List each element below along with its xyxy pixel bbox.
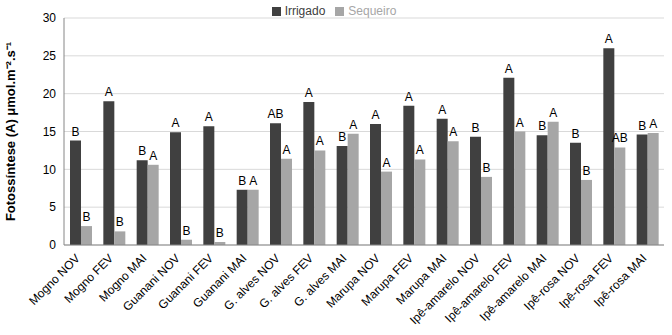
svg-text:B: B — [482, 161, 490, 175]
svg-text:30: 30 — [43, 11, 57, 25]
svg-text:G. alves MAI: G. alves MAI — [291, 251, 350, 310]
svg-text:Marupa MAI: Marupa MAI — [393, 251, 450, 308]
svg-text:B: B — [71, 125, 79, 139]
svg-text:Guanani FEV: Guanani FEV — [155, 251, 217, 313]
svg-text:B: B — [471, 121, 479, 135]
svg-text:A: A — [605, 32, 613, 46]
svg-text:A: A — [438, 103, 446, 117]
svg-text:Mogno FEV: Mogno FEV — [61, 251, 117, 306]
svg-text:Mogno NOV: Mogno NOV — [26, 251, 83, 308]
svg-text:15: 15 — [43, 125, 57, 139]
svg-text:B: B — [116, 215, 124, 229]
svg-text:Marupa NOV: Marupa NOV — [323, 251, 383, 311]
svg-text:B: B — [338, 130, 346, 144]
svg-text:A: A — [549, 106, 557, 120]
svg-text:A: A — [649, 117, 657, 131]
svg-text:B: B — [538, 119, 546, 133]
svg-text:Ipê-amarelo NOV: Ipê-amarelo NOV — [406, 251, 483, 328]
svg-text:Fotossíntese (A) μmol.m⁻².s⁻¹: Fotossíntese (A) μmol.m⁻².s⁻¹ — [8, 42, 18, 221]
svg-text:A: A — [171, 116, 179, 130]
svg-text:5: 5 — [49, 200, 56, 214]
svg-text:B: B — [582, 164, 590, 178]
svg-text:G. alves FEV: G. alves FEV — [256, 251, 317, 312]
html-text:Irrigado: Irrigado — [284, 4, 326, 18]
svg-text:25: 25 — [43, 49, 57, 63]
svg-text:AB: AB — [612, 131, 628, 145]
svg-text:Ipê-amarelo FEV: Ipê-amarelo FEV — [442, 251, 517, 326]
svg-text:A: A — [449, 125, 457, 139]
svg-text:A: A — [382, 156, 390, 170]
svg-text:Guanani NOV: Guanani NOV — [120, 251, 183, 314]
svg-text:Guanani MAI: Guanani MAI — [190, 251, 250, 311]
svg-text:A: A — [505, 62, 513, 76]
svg-text:B: B — [238, 174, 246, 188]
svg-text:A: A — [305, 86, 313, 100]
svg-text:A: A — [349, 118, 357, 132]
svg-text:A: A — [405, 90, 413, 104]
svg-text:Ipê-amarelo MAI: Ipê-amarelo MAI — [476, 251, 550, 324]
svg-text:G. alves NOV: G. alves NOV — [221, 251, 283, 313]
svg-text:B: B — [138, 144, 146, 158]
svg-text:A: A — [205, 110, 213, 124]
svg-text:Ipê-rosa NOV: Ipê-rosa NOV — [521, 251, 583, 313]
svg-text:B: B — [182, 224, 190, 238]
svg-text:A: A — [516, 116, 524, 130]
svg-text:AB: AB — [267, 107, 283, 121]
html-text:Sequeiro: Sequeiro — [348, 4, 397, 18]
svg-text:B: B — [571, 127, 579, 141]
svg-text:B: B — [638, 119, 646, 133]
svg-text:B: B — [216, 226, 224, 240]
svg-text:A: A — [316, 134, 324, 148]
svg-text:A: A — [105, 85, 113, 99]
svg-text:A: A — [282, 143, 290, 157]
svg-text:A: A — [371, 108, 379, 122]
svg-text:A: A — [149, 149, 157, 163]
svg-text:20: 20 — [43, 87, 57, 101]
svg-text:Mogno MAI: Mogno MAI — [96, 251, 150, 305]
svg-text:0: 0 — [49, 238, 56, 252]
svg-text:A: A — [249, 174, 257, 188]
svg-text:Ipê-rosa FEV: Ipê-rosa FEV — [556, 251, 617, 312]
svg-text:A: A — [416, 143, 424, 157]
svg-text:10: 10 — [43, 163, 57, 177]
svg-text:Marupa FEV: Marupa FEV — [358, 251, 417, 309]
svg-text:B: B — [82, 210, 90, 224]
svg-text:Ipê-rosa MAI: Ipê-rosa MAI — [591, 251, 649, 309]
